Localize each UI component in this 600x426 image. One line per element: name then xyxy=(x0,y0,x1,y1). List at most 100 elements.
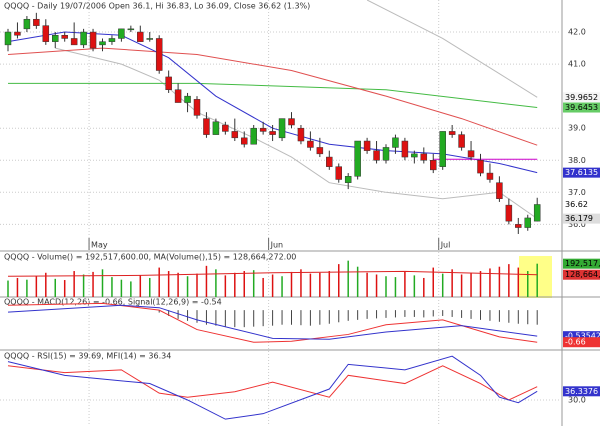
y-tick-label: 41.0 xyxy=(568,60,586,69)
candle-body xyxy=(89,31,97,49)
candle-body xyxy=(363,140,371,151)
macd-label: -0.66 xyxy=(565,338,586,347)
candle-body xyxy=(316,147,324,155)
x-tick-label: May xyxy=(91,241,108,250)
candle-body xyxy=(326,156,333,167)
price-label: 39.6453 xyxy=(565,103,598,112)
candle-body xyxy=(108,38,116,42)
candle-body xyxy=(222,124,229,132)
candle-body xyxy=(420,153,428,161)
volume-label: 128,664,272 xyxy=(565,270,600,279)
candle-body xyxy=(458,134,465,148)
candle-body xyxy=(382,147,390,161)
macd-label: -0.53542 xyxy=(565,332,600,341)
rsi-label: 36.3376 xyxy=(565,387,598,396)
candle-body xyxy=(23,18,31,30)
candle-body xyxy=(203,118,210,135)
overlay-line xyxy=(8,82,538,109)
candle-body xyxy=(80,31,87,46)
candle-body xyxy=(307,140,314,148)
candle-body xyxy=(288,118,295,126)
price-label-bg xyxy=(563,199,600,210)
macd-title: QQQQ - MACD(12,26) = -0.66, Signal(12,26… xyxy=(4,298,222,307)
candle-body xyxy=(184,95,191,103)
candle-body xyxy=(193,99,201,116)
candle-body xyxy=(155,38,163,71)
candle-body xyxy=(70,38,78,46)
volume-label: 192,517,600 xyxy=(565,259,600,268)
price-label: 37.6135 xyxy=(565,168,598,177)
chart-title: QQQQ - Daily 19/07/2006 Open 36.1, Hi 36… xyxy=(4,2,310,11)
x-tick-label: Jul xyxy=(440,241,451,250)
highlight-box xyxy=(519,256,552,298)
price-label-bg xyxy=(563,167,600,178)
candle-body xyxy=(533,204,541,222)
y-tick-label: 38.0 xyxy=(568,156,586,165)
price-label-bg xyxy=(563,213,600,224)
candle-body xyxy=(467,150,475,158)
candle-body xyxy=(61,35,68,39)
macd-label-bg xyxy=(563,337,600,348)
candle-body xyxy=(212,121,220,135)
volume-title: QQQQ - Volume() = 192,517,600.00, MA(Vol… xyxy=(4,253,296,262)
rsi-line xyxy=(7,365,538,401)
volume-label-bg xyxy=(563,269,600,280)
macd-label-bg xyxy=(563,331,600,342)
candle-body xyxy=(344,176,352,183)
candle-body xyxy=(505,204,513,222)
candle-body xyxy=(14,31,21,36)
candle-body xyxy=(401,140,409,158)
candle-body xyxy=(411,153,418,158)
candle-body xyxy=(99,41,106,46)
candle-body xyxy=(354,140,361,177)
volume-ma-line xyxy=(7,270,538,277)
candle-body xyxy=(335,166,342,180)
macd-line xyxy=(7,304,538,340)
y-tick-label: 36.0 xyxy=(568,220,586,229)
overlay-line xyxy=(366,0,538,98)
y-tick-label: 37.0 xyxy=(568,188,586,197)
price-label: 39.9652 xyxy=(565,93,598,102)
candle-body xyxy=(269,131,276,135)
candle-body xyxy=(146,38,153,40)
candle-body xyxy=(231,131,239,139)
candle-body xyxy=(524,217,531,228)
x-tick-label: Jun xyxy=(270,241,284,250)
price-label: 36.179 xyxy=(565,214,593,223)
candle-body xyxy=(297,127,305,142)
candle-body xyxy=(250,127,257,145)
candle-body xyxy=(373,150,380,161)
candle-body xyxy=(127,28,135,31)
candle-body xyxy=(496,182,503,199)
candle-body xyxy=(42,25,50,42)
y-tick-label: 30.0 xyxy=(568,395,586,404)
rsi-label-bg xyxy=(563,386,600,397)
candle-body xyxy=(165,76,172,90)
candle-body xyxy=(477,160,484,174)
candle-body xyxy=(515,224,522,228)
candle-body xyxy=(52,35,59,42)
rsi-title: QQQQ - RSI(15) = 39.69, MFI(14) = 36.34 xyxy=(4,352,171,361)
candle-body xyxy=(174,89,182,103)
candle-body xyxy=(278,118,286,139)
candle-body xyxy=(486,172,494,180)
rsi-line xyxy=(7,355,538,420)
price-label: 36.62 xyxy=(565,200,588,209)
candle-body xyxy=(33,18,40,26)
candle-body xyxy=(259,127,267,132)
price-label-bg xyxy=(563,92,600,103)
candle-body xyxy=(241,137,248,145)
candle-body xyxy=(439,131,446,167)
candle-body xyxy=(4,31,12,46)
y-tick-label: 42.0 xyxy=(568,28,586,37)
candle-body xyxy=(430,160,437,171)
y-tick-label: 39.0 xyxy=(568,124,586,133)
overlay-line xyxy=(55,47,538,220)
candle-body xyxy=(392,137,399,148)
candle-body xyxy=(137,31,144,42)
price-label-bg xyxy=(563,102,600,113)
candle-body xyxy=(118,28,125,39)
candle-body xyxy=(448,131,456,135)
